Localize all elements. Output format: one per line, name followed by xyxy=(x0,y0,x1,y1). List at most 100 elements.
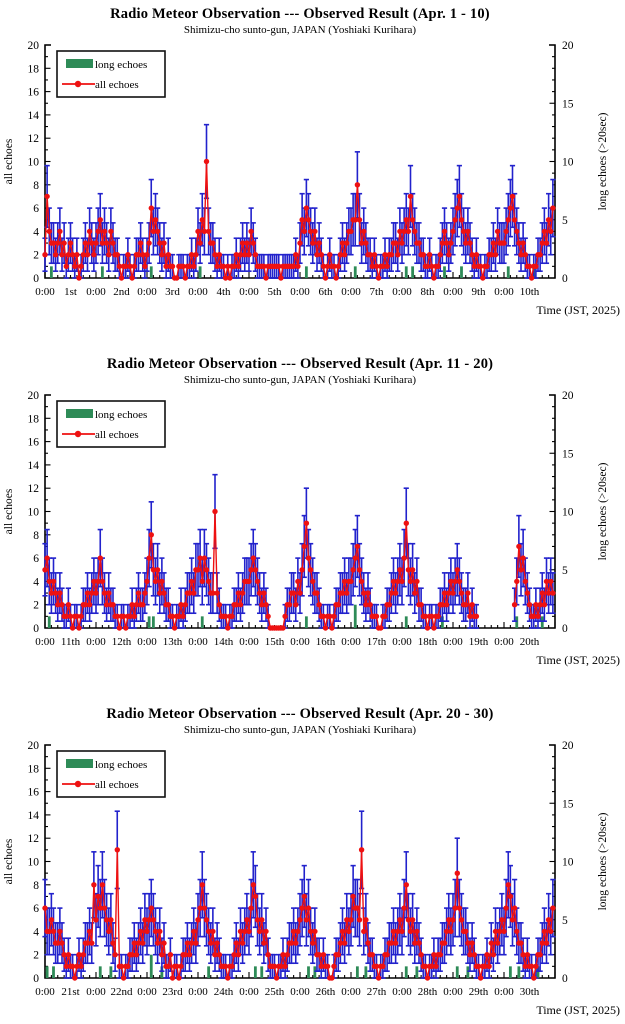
svg-text:16: 16 xyxy=(28,787,40,799)
svg-text:14: 14 xyxy=(28,460,40,472)
svg-text:10th: 10th xyxy=(520,286,540,298)
svg-text:0:00: 0:00 xyxy=(35,986,55,998)
svg-text:13th: 13th xyxy=(163,636,183,648)
y-right-axis-title: long echoes (>20sec) xyxy=(597,812,609,910)
y-left-axis-title: all echoes xyxy=(3,138,15,184)
svg-text:4: 4 xyxy=(33,226,39,238)
svg-text:0:00: 0:00 xyxy=(290,286,310,298)
svg-text:8: 8 xyxy=(33,180,39,192)
svg-text:5: 5 xyxy=(562,915,568,927)
axis-titles: all echoes long echoes (>20sec) Time (JST,… xyxy=(3,462,620,667)
y-right-axis-title: long echoes (>20sec) xyxy=(597,112,609,210)
svg-text:0: 0 xyxy=(562,273,568,285)
svg-text:14: 14 xyxy=(28,810,40,822)
long-echoes-bars xyxy=(45,954,540,978)
svg-text:15: 15 xyxy=(562,798,574,810)
legend-long-echoes-label: long echoes xyxy=(95,759,147,771)
tick-labels: 0 2 4 6 8 10 12 14 16 18 20 0 5 10 15 20 xyxy=(28,40,574,285)
svg-text:19th: 19th xyxy=(469,636,489,648)
svg-text:18th: 18th xyxy=(418,636,438,648)
svg-text:0: 0 xyxy=(562,973,568,985)
svg-text:20: 20 xyxy=(562,40,574,52)
svg-text:24th: 24th xyxy=(214,986,234,998)
svg-text:10: 10 xyxy=(28,507,40,519)
svg-text:0:00: 0:00 xyxy=(35,286,55,298)
legend-all-echoes-marker xyxy=(74,780,82,788)
svg-text:8: 8 xyxy=(33,530,39,542)
legend-all-echoes-marker xyxy=(74,430,82,438)
svg-text:5: 5 xyxy=(562,215,568,227)
svg-text:0:00: 0:00 xyxy=(188,636,208,648)
chart-block-apr-20-30: Radio Meteor Observation --- Observed Re… xyxy=(0,700,625,1024)
svg-text:15: 15 xyxy=(562,98,574,110)
svg-text:0:00: 0:00 xyxy=(494,636,514,648)
chart-subtitle: Shimizu-cho sunto-gun, JAPAN (Yoshiaki K… xyxy=(183,374,417,386)
svg-text:8: 8 xyxy=(33,880,39,892)
svg-text:0:00: 0:00 xyxy=(392,636,412,648)
svg-text:11th: 11th xyxy=(61,636,81,648)
svg-text:6: 6 xyxy=(33,903,39,915)
svg-text:2: 2 xyxy=(33,250,39,262)
svg-text:26th: 26th xyxy=(316,986,336,998)
svg-text:0:00: 0:00 xyxy=(341,636,361,648)
legend-all-echoes-label: all echoes xyxy=(95,429,139,441)
y-right-axis-title: long echoes (>20sec) xyxy=(597,462,609,560)
all-echoes-points xyxy=(42,158,556,281)
legend: long echoes all echoes xyxy=(56,750,166,798)
x-axis-labels: 0:00 21st 0:00 22nd 0:00 23rd 0:00 24th 0:00 25th… xyxy=(35,986,540,998)
svg-text:16: 16 xyxy=(28,437,40,449)
svg-text:2: 2 xyxy=(33,950,39,962)
svg-text:6: 6 xyxy=(33,553,39,565)
legend-long-echoes-label: long echoes xyxy=(95,59,147,71)
svg-text:21st: 21st xyxy=(61,986,79,998)
time-axis-label: Time (JST, 2025) xyxy=(536,1003,620,1017)
y-left-axis-title: all echoes xyxy=(3,838,15,884)
svg-text:23rd: 23rd xyxy=(162,986,183,998)
svg-text:15th: 15th xyxy=(265,636,285,648)
svg-text:2: 2 xyxy=(33,600,39,612)
svg-text:0:00: 0:00 xyxy=(137,986,157,998)
svg-text:2nd: 2nd xyxy=(113,286,130,298)
svg-text:0:00: 0:00 xyxy=(443,286,463,298)
legend-long-echoes-swatch xyxy=(66,59,93,68)
svg-text:10: 10 xyxy=(28,857,40,869)
svg-text:18: 18 xyxy=(28,413,40,425)
svg-text:10: 10 xyxy=(28,157,40,169)
svg-text:12: 12 xyxy=(28,483,40,495)
svg-text:6: 6 xyxy=(33,203,39,215)
svg-text:0:00: 0:00 xyxy=(137,286,157,298)
y-left-axis-title: all echoes xyxy=(3,488,15,534)
svg-text:5th: 5th xyxy=(267,286,282,298)
svg-text:28th: 28th xyxy=(418,986,438,998)
axis-titles: all echoes long echoes (>20sec) Time (JST,… xyxy=(3,812,620,1017)
svg-text:0:00: 0:00 xyxy=(137,636,157,648)
svg-text:22nd: 22nd xyxy=(111,986,134,998)
chart-subtitle: Shimizu-cho sunto-gun, JAPAN (Yoshiaki K… xyxy=(183,24,417,36)
svg-text:7th: 7th xyxy=(369,286,384,298)
svg-text:16th: 16th xyxy=(316,636,336,648)
time-axis-label: Time (JST, 2025) xyxy=(536,653,620,667)
svg-text:0: 0 xyxy=(33,623,39,635)
chart-title: Radio Meteor Observation --- Observed Re… xyxy=(106,356,494,372)
svg-text:4: 4 xyxy=(33,926,39,938)
svg-text:16: 16 xyxy=(28,87,40,99)
svg-text:0:00: 0:00 xyxy=(290,986,310,998)
svg-text:0:00: 0:00 xyxy=(290,636,310,648)
x-axis-labels: 0:00 11th 0:00 12th 0:00 13th 0:00 14th 0:00 15th… xyxy=(35,636,540,648)
svg-text:4th: 4th xyxy=(216,286,231,298)
svg-text:20: 20 xyxy=(28,40,40,52)
meteor-plot-apr-11-20: 0 2 4 6 8 10 12 14 16 18 20 0 5 10 15 20 0:00 11th 0:00 12t… xyxy=(3,390,620,667)
legend: long echoes all echoes xyxy=(56,50,166,98)
svg-text:0: 0 xyxy=(562,623,568,635)
svg-text:0:00: 0:00 xyxy=(188,286,208,298)
chart-block-apr-11-20: Radio Meteor Observation --- Observed Re… xyxy=(0,350,625,700)
tick-labels: 0 2 4 6 8 10 12 14 16 18 20 0 5 10 15 20 xyxy=(28,390,574,635)
svg-text:0:00: 0:00 xyxy=(443,986,463,998)
svg-text:1st: 1st xyxy=(64,286,77,298)
svg-text:30th: 30th xyxy=(520,986,540,998)
svg-text:0:00: 0:00 xyxy=(35,636,55,648)
svg-text:12: 12 xyxy=(28,833,40,845)
svg-text:12: 12 xyxy=(28,133,40,145)
legend-long-echoes-swatch xyxy=(66,409,93,418)
svg-text:3rd: 3rd xyxy=(165,286,180,298)
